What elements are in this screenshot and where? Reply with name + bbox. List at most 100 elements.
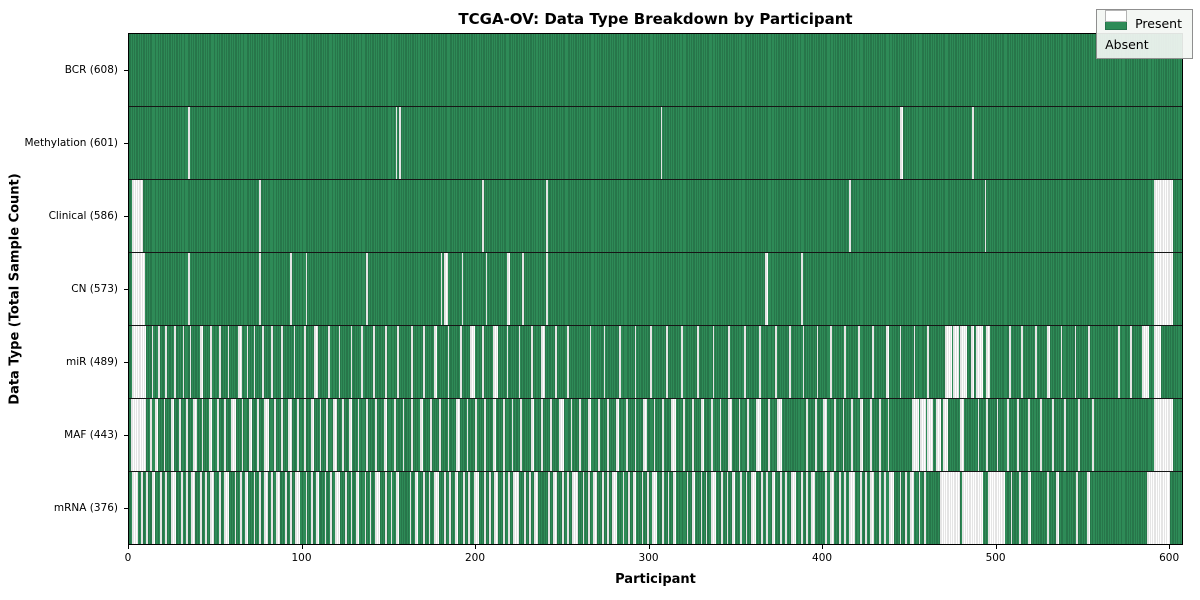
absent-stripe [201,399,204,471]
absent-stripe [395,107,398,179]
absent-stripe [492,399,497,471]
absent-stripe [522,253,524,325]
absent-stripe [558,399,564,471]
absent-stripe [271,472,273,544]
absent-stripe [281,399,284,471]
y-tick-label: mRNA (376) [53,502,118,515]
absent-stripe [191,472,195,544]
absent-stripe [523,472,526,544]
absent-stripe [454,472,459,544]
absent-stripe [200,472,202,544]
absent-stripe [839,472,841,544]
absent-stripe [518,326,521,398]
absent-swatch-icon [1105,10,1128,22]
absent-stripe [364,472,367,544]
data-row-Methylation [129,107,1182,180]
absent-stripe [461,253,464,325]
absent-stripe [1060,326,1063,398]
absent-stripe [759,326,762,398]
x-tick-label: 600 [1159,552,1180,564]
absent-stripe [785,472,788,544]
absent-stripe [224,399,226,471]
absent-stripe [553,472,557,544]
absent-stripe [210,472,214,544]
absent-stripe [627,472,630,544]
absent-stripe [310,472,313,544]
absent-stripe [423,472,426,544]
absent-stripe [814,399,817,471]
absent-stripe [587,399,592,471]
x-tick-label: 100 [291,552,312,564]
absent-stripe [541,399,543,471]
absent-stripe [217,399,220,471]
absent-stripe [163,399,166,471]
absent-stripe [622,472,625,544]
absent-stripe [348,399,353,471]
absent-stripe [572,472,578,544]
absent-stripe [151,472,155,544]
absent-stripe [151,326,154,398]
absent-stripe [508,472,510,544]
x-tick-mark [648,545,650,549]
absent-stripe [653,399,656,471]
absent-stripe [470,326,476,398]
y-tick-mark [124,215,128,217]
absent-stripe [506,253,510,325]
absent-stripe [589,326,592,398]
x-tick-label: 0 [124,552,132,564]
absent-stripe [530,326,533,398]
absent-stripe [503,399,505,471]
absent-stripe [187,107,190,179]
absent-stripe [245,472,249,544]
absent-stripe [444,472,446,544]
absent-stripe [878,472,881,544]
absent-stripe [246,326,249,398]
absent-stripe [1142,326,1150,398]
absent-stripe [132,253,145,325]
absent-stripe [447,326,450,398]
absent-stripe [939,472,961,544]
absent-stripe [310,399,315,471]
absent-stripe [324,472,327,544]
absent-stripe [598,399,601,471]
absent-stripe [561,472,564,544]
absent-stripe [811,472,815,544]
absent-stripe [567,326,569,398]
absent-stripe [170,472,176,544]
absent-stripe [314,326,318,398]
absent-stripe [728,399,732,471]
absent-stripe [428,472,431,544]
data-row-MAF [129,399,1182,472]
x-tick-mark [822,545,824,549]
absent-stripe [1130,326,1132,398]
absent-stripe [851,399,853,471]
absent-stripe [546,253,549,325]
y-tick-mark [124,435,128,437]
absent-stripe [219,472,221,544]
absent-stripe [942,399,949,471]
absent-stripe [1088,326,1091,398]
absent-stripe [326,399,329,471]
absent-stripe [953,326,959,398]
legend-item-absent: Absent [1105,10,1182,52]
absent-stripe [182,326,185,398]
absent-stripe [423,326,426,398]
x-tick-mark [475,545,477,549]
absent-stripe [681,326,684,398]
absent-stripe [859,472,862,544]
absent-stripe [823,399,827,471]
y-tick-label: Clinical (586) [48,209,118,222]
absent-stripe [790,472,796,544]
absent-stripe [1052,399,1054,471]
absent-stripe [643,399,647,471]
absent-stripe [466,399,469,471]
absent-stripe [844,472,846,544]
absent-stripe [484,472,486,544]
absent-stripe [747,399,749,471]
absent-stripe [224,472,230,544]
absent-stripe [132,180,143,252]
x-tick-label: 200 [465,552,486,564]
absent-stripe [1154,180,1174,252]
absent-stripe [910,472,914,544]
absent-stripe [409,472,412,544]
